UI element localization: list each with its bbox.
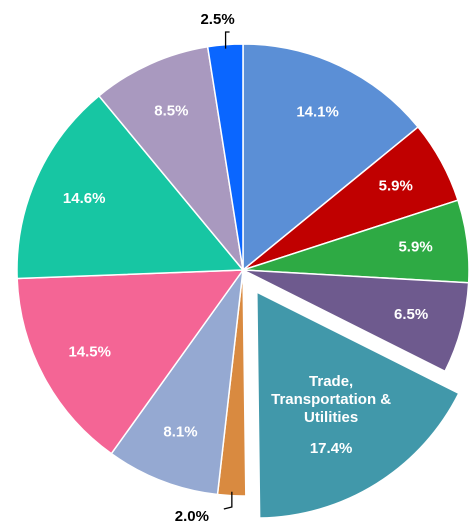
value-label: 8.1% — [163, 423, 197, 440]
value-label: 5.9% — [398, 239, 432, 256]
value-label: 8.5% — [154, 102, 188, 119]
category-label: Trade, Transportation & Utilities — [271, 372, 392, 426]
value-label: 17.4% — [310, 440, 353, 457]
value-label: 2.5% — [200, 11, 234, 28]
pie-slice — [242, 269, 470, 373]
pie-slice — [256, 290, 460, 519]
value-label: 6.5% — [394, 306, 428, 323]
pie-slice — [97, 45, 245, 273]
pie-slice — [242, 43, 420, 272]
leader-line — [224, 31, 230, 49]
leader-line — [223, 491, 233, 510]
pie-slice — [110, 267, 245, 496]
value-label: 14.5% — [68, 343, 111, 360]
value-label: 2.0% — [175, 508, 209, 525]
value-label: 14.6% — [63, 190, 106, 207]
value-label: 14.1% — [296, 104, 339, 121]
pie-slice — [16, 94, 245, 280]
pie-slice — [16, 269, 245, 455]
value-label: 5.9% — [379, 178, 413, 195]
